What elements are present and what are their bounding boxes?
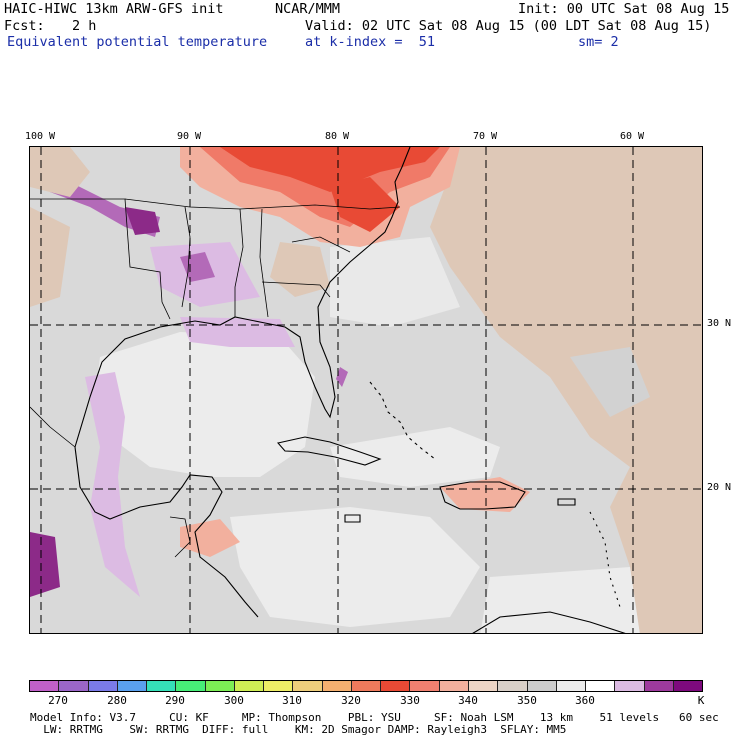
- lon-label-60w: 60 W: [619, 131, 645, 142]
- political-borders: [30, 198, 401, 558]
- us-gulf-atlantic-coast: [74, 147, 411, 448]
- colorbar-swatch: [644, 681, 674, 691]
- model-title: HAIC-HIWC 13km ARW-GFS init: [4, 1, 224, 17]
- colorbar-label-300: 300: [224, 694, 244, 707]
- colorbar-swatch: [527, 681, 557, 691]
- red-region-virginia: [330, 177, 400, 232]
- cuba-outline: [276, 436, 382, 466]
- colorbar-label-290: 290: [165, 694, 185, 707]
- colorbar-swatch: [264, 681, 294, 691]
- gray-patch-east: [570, 347, 650, 417]
- florida-border: [261, 281, 331, 298]
- colorbar-swatch: [556, 681, 587, 691]
- colorbar-swatch: [673, 681, 703, 691]
- colorbar-label-280: 280: [107, 694, 127, 707]
- valid-time: Valid: 02 UTC Sat 08 Aug 15 (00 LDT Sat …: [305, 18, 712, 34]
- colorbar-swatch: [351, 681, 382, 691]
- forecast-hours: 2 h: [72, 18, 97, 34]
- caribbean-light-east: [480, 567, 640, 633]
- colorbar-label-330: 330: [400, 694, 420, 707]
- colorbar-swatch: [439, 681, 469, 691]
- purple-blob-mexico: [30, 532, 60, 597]
- bahamas-chain: [369, 381, 436, 460]
- hispaniola-peach: [440, 477, 530, 512]
- gulf-light-region: [95, 332, 315, 477]
- colorbar-swatch: [59, 681, 89, 691]
- lat-label-30n: 30 N: [707, 318, 732, 329]
- tan-region-east: [430, 147, 702, 633]
- colorbar-label-360: 360: [575, 694, 595, 707]
- dark-purple-core: [125, 207, 160, 235]
- colorbar-swatch: [234, 681, 265, 691]
- colorbar-label-340: 340: [458, 694, 478, 707]
- colorbar-swatch: [30, 681, 60, 691]
- colorbar-swatch: [468, 681, 499, 691]
- lon-label-90w: 90 W: [176, 131, 202, 142]
- graticule: [30, 147, 702, 633]
- map-panel: [29, 146, 703, 634]
- lat-label-20n: 20 N: [707, 482, 732, 493]
- hispaniola-outline: [439, 481, 526, 510]
- colorbar-swatch: [410, 681, 440, 691]
- caribbean-light-region: [230, 507, 480, 627]
- mississippi-border: [234, 208, 244, 317]
- bahamas-light-region: [330, 427, 500, 487]
- coastlines: [74, 147, 626, 633]
- forecast-label: Fcst:: [4, 18, 45, 34]
- lon-label-80w: 80 W: [324, 131, 350, 142]
- theta-e-map: [30, 147, 702, 633]
- colorbar-swatch: [88, 681, 118, 691]
- central-america-borders: [169, 516, 191, 558]
- lesser-antilles: [589, 511, 621, 608]
- tan-west: [30, 207, 70, 307]
- colorbar-unit: K: [697, 694, 705, 707]
- model-info-line2: LW: RRTMG SW: RRTMG DIFF: full KM: 2D Sm…: [30, 723, 567, 736]
- colorbar-swatch: [381, 681, 411, 691]
- purple-blob-florida: [336, 367, 348, 387]
- colorbar-swatch: [176, 681, 206, 691]
- field-name: Equivalent potential temperature: [7, 34, 268, 50]
- texas-border: [30, 198, 171, 320]
- colorbar-swatch: [117, 681, 148, 691]
- alabama-border: [259, 208, 269, 318]
- red-region-north: [220, 147, 440, 192]
- colorbar-swatch: [205, 681, 235, 691]
- state-line-north: [124, 198, 401, 210]
- init-time: Init: 00 UTC Sat 08 Aug 15: [518, 1, 730, 17]
- arkansas-louisiana-border: [181, 206, 191, 308]
- colorbar-swatch: [615, 681, 645, 691]
- us-mexico-border: [30, 406, 76, 448]
- colorbar-label-350: 350: [517, 694, 537, 707]
- tan-northwest: [30, 147, 90, 197]
- colorbar-swatch: [147, 681, 177, 691]
- lavender-west-gulf: [85, 372, 140, 597]
- puerto-rico-outline: [557, 498, 576, 506]
- smoothing-label: sm= 2: [578, 34, 619, 50]
- colorbar-swatch: [322, 681, 352, 691]
- atlantic-light-patch: [330, 237, 460, 327]
- colorbar-label-320: 320: [341, 694, 361, 707]
- org-label: NCAR/MMM: [275, 1, 341, 17]
- carolina-border: [291, 236, 351, 253]
- south-america-coast: [472, 611, 626, 633]
- central-america-peach: [180, 519, 240, 557]
- mexico-central-america-coast: [74, 446, 259, 618]
- jamaica-outline: [344, 514, 361, 523]
- lon-label-100w: 100 W: [24, 131, 56, 142]
- colorbar: [29, 680, 703, 692]
- colorbar-label-270: 270: [48, 694, 68, 707]
- lon-label-70w: 70 W: [472, 131, 498, 142]
- model-info-line1: Model Info: V3.7 CU: KF MP: Thompson PBL…: [30, 711, 719, 724]
- level-label: at k-index = 51: [305, 34, 436, 50]
- colorbar-swatch: [586, 681, 616, 691]
- colorbar-swatch: [498, 681, 528, 691]
- colorbar-swatch: [293, 681, 323, 691]
- colorbar-label-310: 310: [282, 694, 302, 707]
